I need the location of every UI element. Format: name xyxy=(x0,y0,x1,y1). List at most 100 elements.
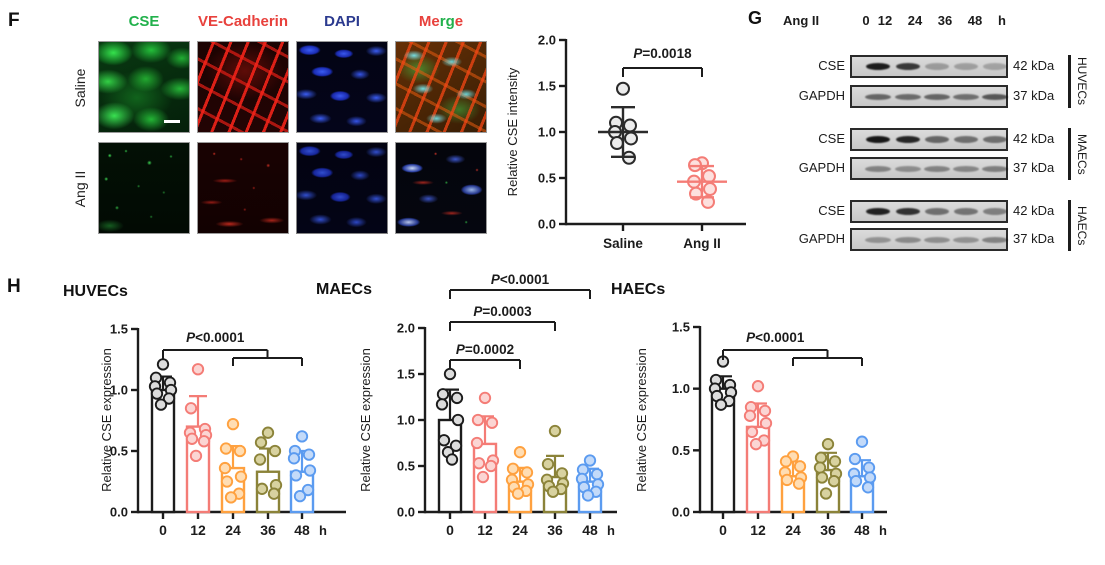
data-point xyxy=(743,409,757,422)
significance-bracket xyxy=(449,359,521,369)
data-point xyxy=(862,461,876,474)
blot-box-haecs-cse xyxy=(850,200,1008,223)
y-tick-label: 2.0 xyxy=(397,321,415,336)
blot-size-label: 37 kDa xyxy=(1013,160,1055,175)
blot-band xyxy=(865,93,891,100)
data-point xyxy=(861,481,875,494)
data-point xyxy=(450,391,464,405)
data-point xyxy=(154,398,168,411)
blot-size-label: 42 kDa xyxy=(1013,203,1055,218)
p-value-label: P<0.0001 xyxy=(491,272,550,287)
channel-label-span: DAPI xyxy=(324,13,360,30)
blot-band xyxy=(954,136,978,143)
data-point xyxy=(511,487,525,500)
blot-header-timepoint: 0 xyxy=(862,13,870,28)
y-tick-label: 0.5 xyxy=(397,459,415,474)
data-point xyxy=(590,468,604,481)
data-point xyxy=(220,475,234,488)
data-point xyxy=(268,444,282,458)
data-point xyxy=(828,455,842,468)
blot-band xyxy=(924,165,950,172)
data-point xyxy=(484,459,498,473)
blot-header-timepoint: 12 xyxy=(877,13,893,28)
data-point xyxy=(555,467,569,480)
data-point xyxy=(863,471,877,484)
data-point xyxy=(815,471,829,484)
micrograph-saline-dapi xyxy=(296,41,388,133)
data-point xyxy=(435,398,449,411)
blot-box-maecs-cse xyxy=(850,128,1008,151)
blot-band xyxy=(953,236,979,243)
x-category-label: 24 xyxy=(785,522,801,538)
data-point-angii xyxy=(703,182,717,197)
blot-band xyxy=(924,236,950,243)
y-tick-label: 0.5 xyxy=(110,444,128,459)
data-point xyxy=(267,487,281,500)
channel-label-span: VE-Cadherin xyxy=(197,13,288,30)
cell-type-label-maecs: MAECs xyxy=(1075,133,1089,175)
data-point xyxy=(583,454,597,467)
channel-label-span: rg xyxy=(439,13,455,30)
p-value-label: P=0.0018 xyxy=(633,46,692,61)
data-point xyxy=(303,464,317,477)
data-point xyxy=(471,413,485,427)
data-point xyxy=(751,380,765,393)
data-point xyxy=(253,453,267,466)
significance-bracket xyxy=(622,67,703,77)
significance-bracket xyxy=(449,321,556,331)
p-value-label: P=0.0002 xyxy=(456,342,514,357)
data-point xyxy=(219,442,233,455)
p-value-label: P<0.0001 xyxy=(186,330,245,345)
y-tick-label: 1.0 xyxy=(538,125,556,140)
mean-sd-angii xyxy=(677,164,727,199)
data-point xyxy=(445,453,459,466)
blot-band xyxy=(982,165,1008,172)
y-tick-label: 0.5 xyxy=(538,171,556,186)
data-point xyxy=(234,470,248,483)
micrograph-angii-dapi xyxy=(296,142,388,234)
data-point-saline xyxy=(624,131,638,146)
significance-bracket xyxy=(449,289,591,299)
significance-bracket xyxy=(722,349,863,366)
blot-band xyxy=(866,208,890,215)
blot-protein-label: CSE xyxy=(818,131,845,146)
chart-title-haecs: HAECs xyxy=(611,281,666,298)
bar-12h xyxy=(185,425,211,514)
blot-size-label: 37 kDa xyxy=(1013,231,1055,246)
data-point xyxy=(506,462,520,475)
blot-protein-label: CSE xyxy=(818,203,845,218)
data-point xyxy=(287,452,301,465)
micrograph-angii-ve-cadherin xyxy=(197,142,289,234)
data-point xyxy=(191,363,205,376)
data-point xyxy=(581,489,595,502)
p-value-label: P<0.0001 xyxy=(746,330,805,345)
data-point xyxy=(162,392,176,405)
y-tick-label: 1.5 xyxy=(538,79,556,94)
blot-band xyxy=(954,63,978,70)
data-point xyxy=(548,424,562,438)
micrograph-saline-merge xyxy=(395,41,487,133)
data-point xyxy=(793,460,807,473)
data-point xyxy=(541,458,555,471)
data-point xyxy=(226,418,240,431)
blot-band xyxy=(983,208,1007,215)
blot-protein-label: GAPDH xyxy=(798,160,845,175)
blot-size-label: 42 kDa xyxy=(1013,131,1055,146)
y-tick-label: 1.0 xyxy=(397,413,415,428)
data-point-saline xyxy=(610,136,624,151)
blot-band xyxy=(982,93,1008,100)
blot-protein-label: GAPDH xyxy=(798,88,845,103)
panel-f-label: F xyxy=(8,10,20,31)
data-point xyxy=(848,452,862,466)
y-tick-label: 1.0 xyxy=(672,381,690,396)
data-point xyxy=(714,398,728,411)
huvecs-bar-chart: 0.0 0.5 1.0 1.5 Relative CSE expression 0 12 24… xyxy=(99,322,346,538)
x-category-label: 12 xyxy=(750,522,766,538)
blot-band xyxy=(925,136,949,143)
x-category-label: 36 xyxy=(820,522,836,538)
y-axis-label: Relative CSE expression xyxy=(358,348,373,492)
data-point xyxy=(451,413,465,427)
blot-band xyxy=(924,93,950,100)
data-point-angii xyxy=(702,169,716,184)
mean-sd-saline xyxy=(598,105,648,159)
